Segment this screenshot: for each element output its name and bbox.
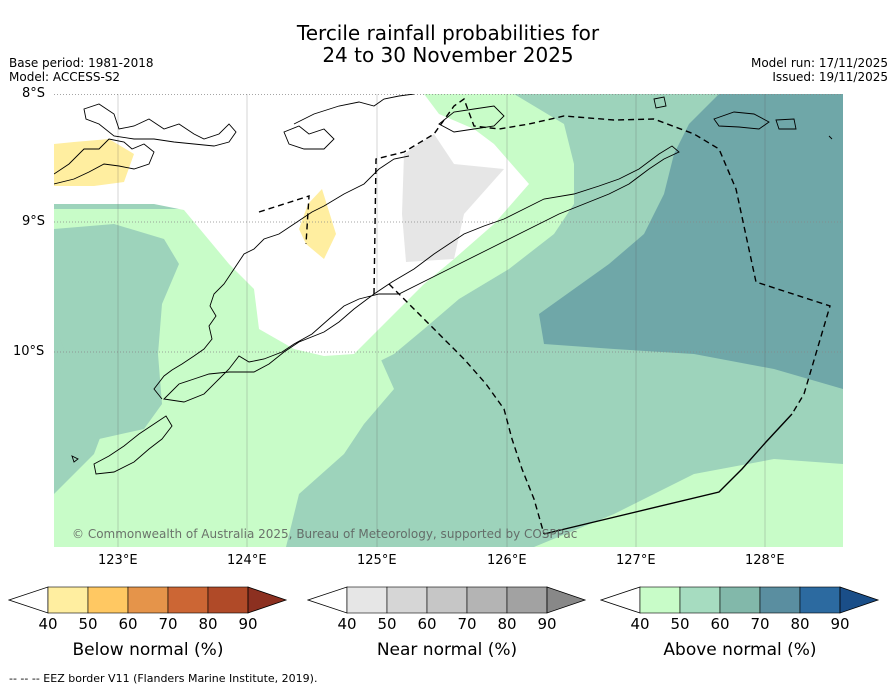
below-tick-60: 60 [118, 615, 138, 633]
rainfall-probability-map: © Commonwealth of Australia 2025, Bureau… [54, 94, 843, 547]
near-tick-90: 90 [537, 615, 557, 633]
colorbar-segment-40-50 [346, 586, 388, 614]
colorbar-near-normal [306, 586, 587, 614]
near-tick-80: 80 [497, 615, 517, 633]
base-period-label: Base period: 1981-2018 [9, 56, 154, 70]
near-normal-50-zone [402, 134, 504, 262]
graticule [54, 94, 843, 353]
colorbar-near-normal-swatches [306, 586, 587, 614]
eez-footnote: -- -- -- EEZ border V11 (Flanders Marine… [9, 672, 318, 685]
below-tick-90: 90 [238, 615, 258, 633]
lon-label-125e: 125°E [357, 553, 397, 568]
colorbar-extend-low [599, 586, 641, 614]
lon-label-124e: 124°E [227, 553, 267, 568]
tanimbar-coastline [653, 96, 667, 109]
lon-label-128e: 128°E [745, 553, 785, 568]
lat-label-10s: 10°S [13, 344, 45, 359]
below-tick-70: 70 [158, 615, 178, 633]
above-tick-40: 40 [630, 615, 650, 633]
wetar-coastline [438, 105, 505, 133]
above-tick-60: 60 [710, 615, 730, 633]
lat-label-8s: 8°S [22, 86, 46, 101]
colorbar-segment-50-60 [87, 586, 129, 614]
below-normal-50-zone-west [54, 139, 134, 186]
colorbar-segment-50-60 [679, 586, 721, 614]
eez-border-north [258, 195, 310, 245]
above-normal-70-zone [539, 94, 843, 389]
colorbar-extend-low [306, 586, 348, 614]
colorbar-segment-60-70 [719, 586, 761, 614]
colorbar-segment-80-90 [799, 586, 841, 614]
colorbar-below-normal [7, 586, 288, 614]
copyright-text: © Commonwealth of Australia 2025, Bureau… [72, 527, 577, 541]
colorbar-above-normal-swatches [599, 586, 880, 614]
map-title-line1: Tercile rainfall probabilities for [296, 21, 600, 45]
above-tick-50: 50 [670, 615, 690, 633]
meridians [117, 94, 766, 547]
model-label: Model: ACCESS-S2 [9, 70, 121, 84]
above-normal-50-zone-south [534, 459, 843, 547]
below-tick-80: 80 [198, 615, 218, 633]
near-tick-60: 60 [417, 615, 437, 633]
lon-label-123e: 123°E [98, 553, 138, 568]
colorbar-segment-40-50 [47, 586, 89, 614]
above-tick-90: 90 [830, 615, 850, 633]
alor-islands-coastline [54, 138, 155, 185]
colorbar-below-normal-swatches [7, 586, 288, 614]
colorbar-above-normal [599, 586, 880, 614]
above-normal-60-zone-west [54, 224, 179, 464]
colorbar-extend-low [7, 586, 49, 614]
timor-coastline-west [153, 155, 410, 400]
above-tick-80: 80 [790, 615, 810, 633]
rote-island-coastline [93, 415, 173, 475]
colorbar-segment-50-60 [386, 586, 428, 614]
near-tick-70: 70 [457, 615, 477, 633]
colorbar-segment-60-70 [426, 586, 468, 614]
colorbar-segment-80-90 [207, 586, 249, 614]
model-run-label: Model run: 17/11/2025 [750, 56, 888, 70]
eez-border-solid-segment [543, 413, 793, 535]
colorbar-extend-high [839, 586, 880, 614]
above-tick-70: 70 [750, 615, 770, 633]
eez-border-timor-leste [373, 97, 831, 415]
map-title-line2: 24 to 30 November 2025 [322, 43, 574, 67]
near-tick-50: 50 [377, 615, 397, 633]
coastline [54, 94, 833, 475]
colorbar-segment-80-90 [506, 586, 548, 614]
issued-label: Issued: 19/11/2025 [772, 70, 888, 84]
colorbar-segment-40-50 [639, 586, 681, 614]
near-tick-40: 40 [337, 615, 357, 633]
colorbar-segment-70-80 [466, 586, 508, 614]
colorbar-extend-high [546, 586, 587, 614]
above-normal-title: Above normal (%) [663, 640, 817, 660]
colorbar-segment-70-80 [759, 586, 801, 614]
lon-label-126e: 126°E [487, 553, 527, 568]
colorbar-extend-high [247, 586, 288, 614]
below-tick-50: 50 [78, 615, 98, 633]
below-normal-title: Below normal (%) [72, 640, 224, 660]
below-tick-40: 40 [38, 615, 58, 633]
lon-label-127e: 127°E [616, 553, 656, 568]
colorbar-segment-70-80 [167, 586, 209, 614]
lat-label-9s: 9°S [22, 214, 46, 229]
eez-border [258, 97, 831, 535]
near-normal-title: Near normal (%) [376, 640, 518, 660]
timor-coastline [163, 145, 680, 403]
colorbar-segment-60-70 [127, 586, 169, 614]
eez-border-south [388, 283, 545, 535]
